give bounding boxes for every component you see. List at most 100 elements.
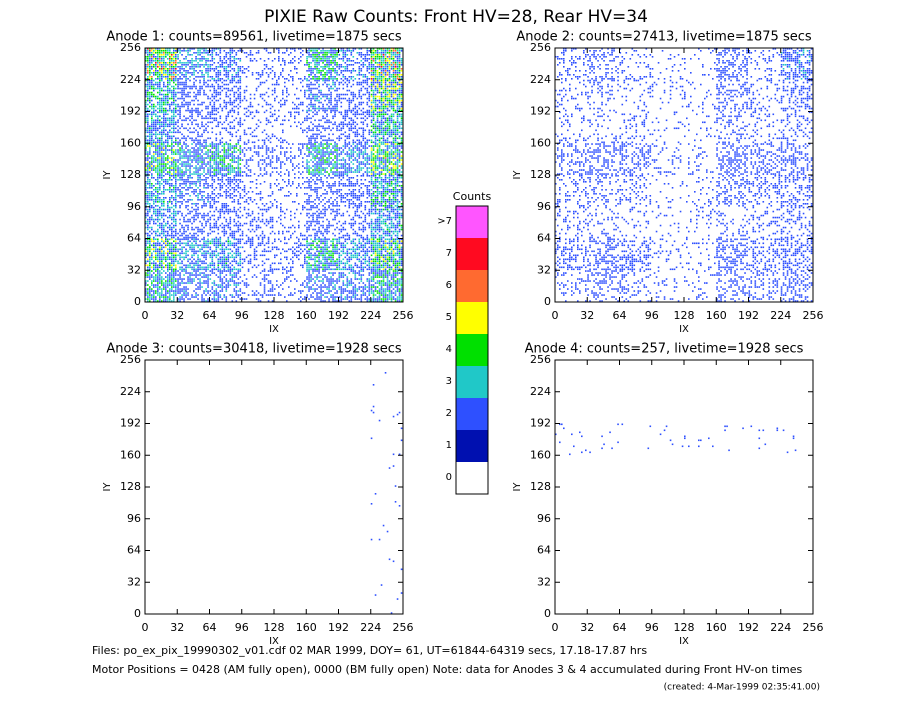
count-dot — [312, 115, 314, 118]
count-dot — [392, 155, 395, 157]
count-dot — [306, 159, 308, 161]
count-dot — [374, 66, 377, 68]
count-dot — [205, 58, 207, 60]
count-dot — [396, 66, 399, 68]
count-dot — [382, 115, 385, 118]
count-dot — [171, 101, 173, 104]
count-dot — [171, 95, 173, 98]
count-dot — [237, 149, 240, 151]
count-dot — [342, 163, 345, 165]
count-dot — [316, 58, 318, 60]
count-dot — [314, 52, 316, 54]
count-dot — [320, 163, 322, 165]
count-dot — [225, 179, 228, 181]
count-dot — [326, 62, 328, 64]
count-dot — [155, 197, 157, 199]
count-dot — [386, 147, 389, 149]
count-dot — [320, 161, 322, 163]
count-dot — [157, 123, 159, 126]
count-dot — [223, 155, 226, 157]
count-dot — [199, 135, 201, 138]
count-dot — [312, 95, 314, 98]
count-dot — [195, 165, 197, 167]
count-dot — [159, 58, 161, 60]
count-dot — [390, 135, 393, 138]
count-dot — [310, 143, 312, 145]
count-dot — [304, 153, 306, 155]
count-dot — [243, 153, 246, 155]
count-dot — [219, 193, 222, 195]
count-dot — [179, 107, 181, 110]
count-dot — [147, 56, 149, 58]
count-dot — [261, 147, 264, 149]
count-dot — [338, 125, 341, 128]
count-dot — [169, 179, 171, 181]
count-dot — [145, 117, 147, 120]
count-dot — [376, 127, 379, 130]
count-dot — [197, 66, 199, 68]
count-dot — [382, 62, 385, 64]
count-dot — [147, 201, 149, 203]
count-dot — [382, 97, 385, 100]
count-dot — [259, 159, 262, 161]
count-dot — [372, 89, 375, 92]
count-dot — [159, 127, 161, 130]
count-dot — [326, 159, 328, 161]
count-dot — [257, 52, 260, 54]
count-dot — [267, 135, 270, 138]
count-dot — [356, 109, 359, 112]
count-dot — [278, 60, 280, 62]
count-dot — [350, 99, 353, 102]
count-dot — [233, 179, 236, 181]
count-dot — [163, 107, 165, 110]
count-dot — [215, 74, 218, 76]
count-dot — [215, 95, 218, 98]
count-dot — [316, 141, 318, 144]
count-dot — [159, 177, 161, 179]
count-dot — [372, 105, 375, 108]
count-dot — [195, 66, 197, 68]
count-dot — [205, 62, 207, 64]
count-dot — [382, 70, 385, 72]
count-dot — [161, 89, 163, 92]
count-dot — [155, 50, 157, 52]
count-dot — [203, 169, 205, 171]
count-dot — [173, 66, 175, 68]
count-dot — [245, 167, 248, 169]
count-dot — [239, 137, 242, 140]
count-dot — [314, 64, 316, 66]
count-dot — [400, 115, 403, 118]
count-dot — [213, 151, 216, 153]
count-dot — [378, 113, 381, 116]
count-dot — [348, 123, 351, 126]
count-dot — [205, 197, 207, 199]
count-dot — [159, 197, 161, 199]
count-dot — [338, 54, 341, 56]
count-dot — [398, 109, 401, 112]
count-dot — [316, 165, 318, 167]
count-dot — [221, 163, 224, 165]
count-dot — [280, 64, 282, 66]
count-dot — [171, 163, 173, 165]
count-dot — [334, 78, 336, 80]
count-dot — [338, 81, 341, 84]
count-dot — [207, 131, 209, 134]
count-dot — [181, 165, 183, 167]
count-dot — [378, 143, 381, 145]
count-dot — [382, 52, 385, 54]
count-dot — [161, 147, 163, 149]
count-dot — [205, 187, 207, 189]
count-dot — [390, 87, 393, 90]
count-dot — [388, 101, 391, 104]
footer-created: (created: 4-Mar-1999 02:35:41.00) — [664, 683, 820, 693]
count-dot — [179, 153, 181, 155]
count-dot — [157, 115, 159, 118]
count-dot — [372, 173, 375, 175]
count-dot — [181, 195, 183, 197]
count-dot — [257, 165, 260, 167]
count-dot — [326, 141, 328, 144]
count-dot — [145, 135, 147, 138]
count-dot — [235, 161, 238, 163]
count-dot — [235, 151, 238, 153]
count-dot — [161, 137, 163, 140]
